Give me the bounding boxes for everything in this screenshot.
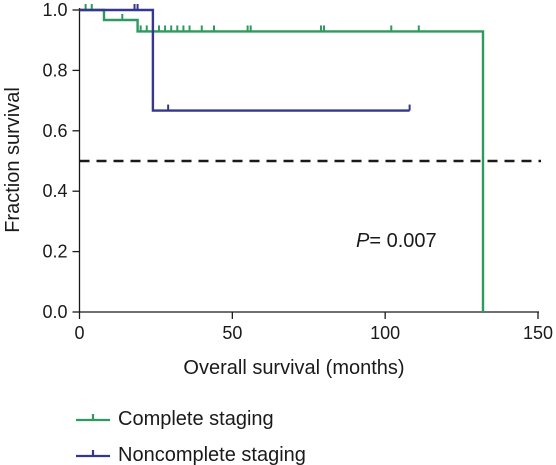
- y-axis-title: Fraction survival: [2, 87, 24, 233]
- x-tick-label: 100: [370, 323, 400, 343]
- legend: Complete staging Noncomplete staging: [76, 408, 306, 465]
- y-tick-label: 0.2: [42, 242, 67, 262]
- y-tick-label: 0.0: [42, 302, 67, 322]
- y-tick-label: 1.0: [42, 0, 67, 20]
- plot-layer: 0 50 100 150 0.0 0.2 0.4 0.6 0.8 1.0: [42, 0, 553, 343]
- legend-label-noncomplete-staging: Noncomplete staging: [118, 444, 306, 465]
- series-noncomplete-staging-line: [79, 8, 410, 112]
- y-tick-label: 0.4: [42, 181, 67, 201]
- p-symbol: P: [356, 230, 370, 252]
- legend-item-complete-staging: Complete staging: [76, 408, 274, 430]
- y-tick-label: 0.6: [42, 121, 67, 141]
- x-axis-title: Overall survival (months): [183, 357, 404, 379]
- x-tick-label: 50: [222, 323, 242, 343]
- p-value: = 0.007: [369, 230, 436, 252]
- legend-item-noncomplete-staging: Noncomplete staging: [76, 444, 306, 465]
- p-value-annotation: P= 0.007: [356, 230, 437, 252]
- x-tick-label: 0: [74, 323, 84, 343]
- series-layer: [79, 4, 485, 312]
- legend-label-complete-staging: Complete staging: [118, 408, 274, 430]
- x-tick-label: 150: [523, 323, 553, 343]
- axis-ticks: 0 50 100 150 0.0 0.2 0.4 0.6 0.8 1.0: [42, 0, 553, 343]
- y-tick-label: 0.8: [42, 60, 67, 80]
